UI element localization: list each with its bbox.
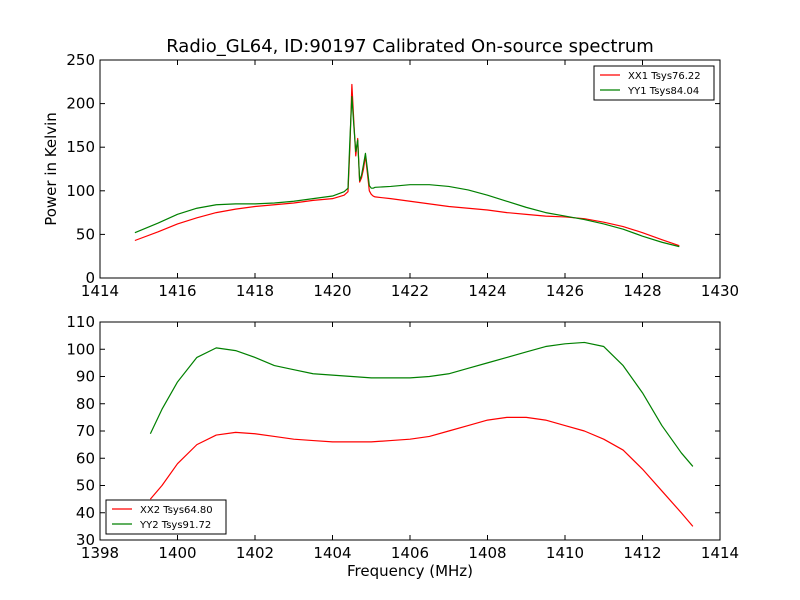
chart-title-top: Radio_GL64, ID:90197 Calibrated On-sourc… <box>166 36 654 57</box>
legend-top: XX1 Tsys76.22 YY1 Tsys84.04 <box>593 65 715 101</box>
ytick-label-bottom: 50 <box>76 477 95 495</box>
plot-bottom: 1398 1400 1402 1404 1406 1408 1410 1412 1414 30 40… <box>66 313 739 580</box>
ylabel-top: Power in Kelvin <box>42 112 60 226</box>
ytick-label-top: 0 <box>85 269 95 287</box>
xtick-label-bottom: 1398 <box>81 544 119 562</box>
xtick-label-bottom: 1400 <box>158 544 196 562</box>
legend-box-top <box>593 65 715 101</box>
ytick-label-bottom: 80 <box>76 395 95 413</box>
ytick-label-bottom: 30 <box>76 531 95 549</box>
ytick-label-bottom: 100 <box>66 340 95 358</box>
legend-label-xx2: XX2 Tsys64.80 <box>140 505 213 516</box>
ytick-label-bottom: 90 <box>76 368 95 386</box>
xtick-label-top: 1414 <box>81 282 119 300</box>
legend-label-yy2: YY2 Tsys91.72 <box>139 520 211 531</box>
xtick-label-bottom: 1404 <box>313 544 351 562</box>
ytick-label-top: 100 <box>66 182 95 200</box>
ytick-label-top: 250 <box>66 51 95 69</box>
legend-label-yy1: YY1 Tsys84.04 <box>627 86 699 97</box>
xtick-label-top: 1428 <box>623 282 661 300</box>
plot-top: 1414 1416 1418 1420 1422 1424 1426 1428 1430 0 50 1… <box>42 51 739 300</box>
series-line-bottom-0 <box>149 416 694 527</box>
xtick-label-top: 1424 <box>468 282 506 300</box>
ytick-label-bottom: 110 <box>66 313 95 331</box>
series-group-top <box>134 83 680 248</box>
xtick-label-top: 1420 <box>313 282 351 300</box>
legend-label-xx1: XX1 Tsys76.22 <box>628 71 701 82</box>
ytick-label-top: 200 <box>66 95 95 113</box>
xtick-label-top: 1426 <box>546 282 584 300</box>
xtick-label-bottom: 1412 <box>623 544 661 562</box>
series-line-bottom-1 <box>149 341 694 467</box>
legend-box-bottom <box>105 499 227 535</box>
xtick-label-bottom: 1406 <box>391 544 429 562</box>
tick-group-bottom: 1398 1400 1402 1404 1406 1408 1410 1412 1414 30 40… <box>66 313 739 562</box>
series-group-bottom <box>149 341 694 527</box>
xtick-label-top: 1422 <box>391 282 429 300</box>
xtick-label-bottom: 1408 <box>468 544 506 562</box>
ytick-label-top: 150 <box>66 138 95 156</box>
xtick-label-top: 1418 <box>236 282 274 300</box>
xtick-label-bottom: 1402 <box>236 544 274 562</box>
series-line-top-1 <box>134 96 680 248</box>
ytick-label-bottom: 60 <box>76 449 95 467</box>
ytick-label-bottom: 70 <box>76 422 95 440</box>
xtick-label-top: 1416 <box>158 282 196 300</box>
xtick-label-top: 1430 <box>701 282 739 300</box>
ytick-label-bottom: 40 <box>76 504 95 522</box>
tick-group-top: 1414 1416 1418 1420 1422 1424 1426 1428 1430 0 50 1… <box>66 51 739 300</box>
xtick-label-bottom: 1410 <box>546 544 584 562</box>
legend-bottom: XX2 Tsys64.80 YY2 Tsys91.72 <box>105 499 227 535</box>
ytick-label-top: 50 <box>76 225 95 243</box>
xlabel-bottom: Frequency (MHz) <box>347 562 473 580</box>
xtick-label-bottom: 1414 <box>701 544 739 562</box>
